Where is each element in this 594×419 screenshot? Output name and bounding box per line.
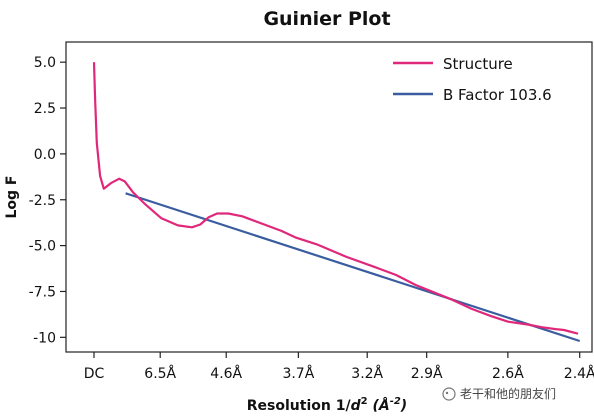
legend-label-structure: Structure — [443, 55, 513, 73]
x-axis-label-part: Resolution 1/ — [247, 398, 352, 414]
y-tick-label: -2.5 — [29, 193, 56, 209]
plot-area-frame — [65, 41, 593, 353]
watermark: 老干和他的朋友们 — [442, 386, 556, 401]
x-tick-label: 2.4Å — [564, 365, 594, 382]
watermark-logo-icon — [442, 387, 456, 401]
x-tick-label: 2.6Å — [492, 365, 524, 382]
x-axis-label-close: ) — [400, 398, 407, 414]
legend-label-bfactor: B Factor 103.6 — [443, 86, 552, 104]
x-axis-label-d: d — [351, 398, 362, 414]
x-axis-label-exponent: 2 — [361, 396, 368, 407]
x-axis-label-unit: (Å — [368, 397, 390, 414]
x-tick-label: DC — [84, 366, 105, 382]
y-tick-label: -5.0 — [29, 239, 56, 255]
series-lines — [92, 62, 581, 343]
y-tick-label: 2.5 — [34, 101, 56, 117]
legend: Structure B Factor 103.6 — [393, 55, 552, 104]
x-tick-label: 6.5Å — [144, 365, 176, 382]
y-tick-label: -10 — [33, 330, 56, 346]
watermark-logo-dot — [445, 391, 449, 395]
series-structure-line — [92, 62, 579, 335]
x-axis-label: Resolution 1/d2 (Å-2) — [247, 396, 407, 414]
x-tick-label: 4.6Å — [210, 365, 242, 382]
y-tick-label: -7.5 — [29, 284, 56, 300]
x-tick-label: 2.9Å — [411, 365, 443, 382]
y-axis-label: Log F — [4, 176, 20, 219]
x-tick-label: 3.7Å — [282, 365, 314, 382]
watermark-text: 老干和他的朋友们 — [460, 386, 556, 401]
y-tick-label: 0.0 — [34, 147, 56, 163]
y-axis-ticks: 5.0 2.5 0.0 -2.5 -5.0 -7.5 -10 — [29, 55, 66, 346]
y-tick-label: 5.0 — [34, 55, 56, 71]
chart-title: Guinier Plot — [263, 8, 390, 30]
x-tick-label: 3.2Å — [351, 365, 383, 382]
x-axis-ticks: DC 6.5Å 4.6Å 3.7Å 3.2Å 2.9Å 2.6Å 2.4Å — [84, 352, 594, 382]
series-bfactor-line — [125, 192, 581, 343]
x-axis-label-unit-exponent: -2 — [390, 396, 401, 407]
